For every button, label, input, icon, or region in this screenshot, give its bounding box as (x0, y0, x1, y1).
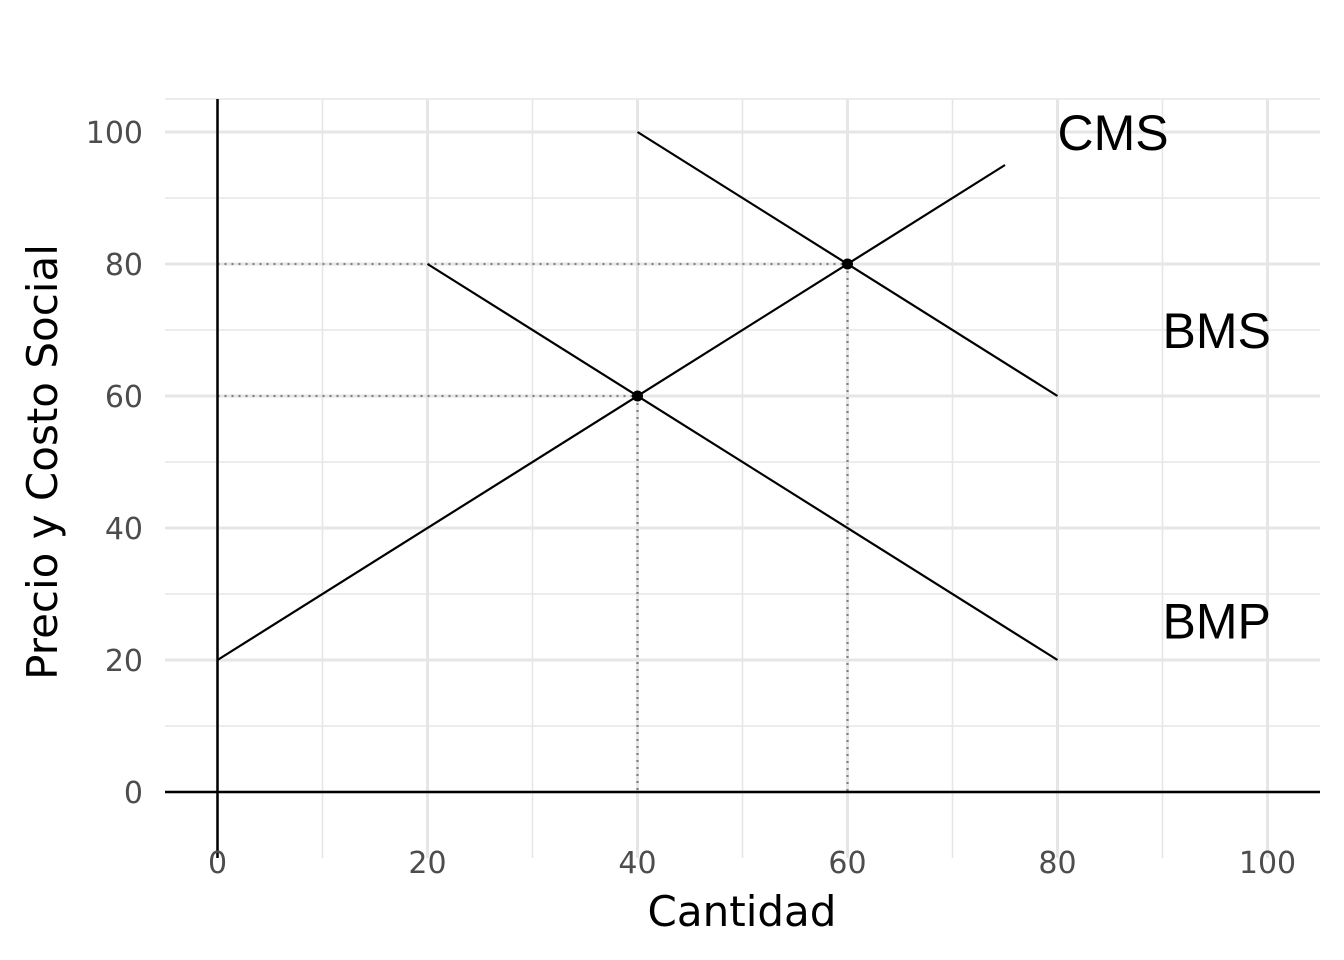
y-tick-label: 40 (105, 512, 143, 547)
tick-labels: 0 20 40 60 80 100 0 20 40 60 80 100 (86, 116, 1296, 881)
axes (165, 99, 1320, 858)
curve-label-bmp: BMP (1163, 593, 1271, 649)
x-tick-label: 20 (408, 846, 446, 881)
equilibrium-points (632, 258, 853, 402)
series-line-bms (216, 164, 1006, 661)
x-tick-label: 0 (208, 846, 227, 881)
equilibrium-point (842, 258, 853, 270)
y-tick-label: 20 (105, 644, 143, 679)
y-axis-title: Precio y Costo Social (18, 244, 67, 680)
curve-label-cms: CMS (1058, 105, 1169, 161)
y-tick-label: 60 (105, 380, 143, 415)
x-tick-label: 60 (828, 846, 866, 881)
guide-lines (217, 262, 849, 792)
y-tick-label: 80 (105, 248, 143, 283)
curve-labels: CMS BMS BMP (1058, 105, 1271, 649)
series-line-bmp (426, 263, 1059, 661)
grid (165, 98, 1320, 858)
y-tick-label: 0 (124, 776, 143, 811)
x-tick-label: 100 (1239, 846, 1296, 881)
x-axis-title: Cantidad (648, 887, 837, 936)
curve-label-bms: BMS (1163, 303, 1271, 359)
equilibrium-point (632, 390, 643, 402)
y-tick-label: 100 (86, 116, 143, 151)
x-tick-label: 40 (618, 846, 656, 881)
x-tick-label: 80 (1038, 846, 1076, 881)
